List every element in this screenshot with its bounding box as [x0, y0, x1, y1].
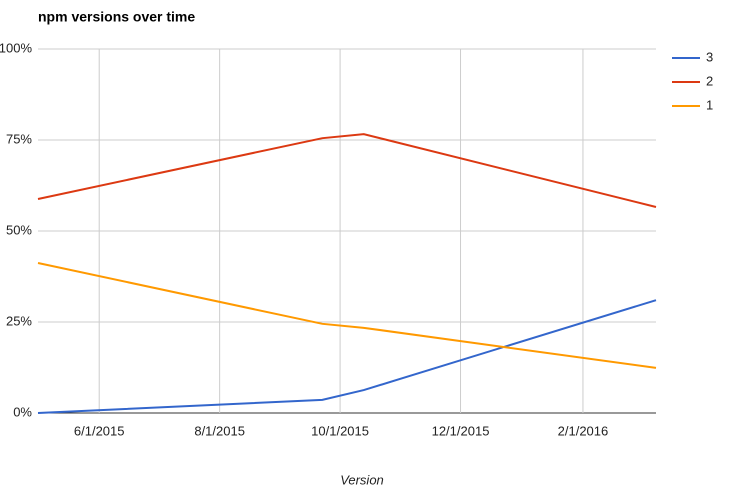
series-line — [37, 262, 657, 369]
x-tick-label: 2/1/2016 — [558, 423, 609, 438]
series-line — [37, 299, 657, 414]
legend-label: 1 — [706, 97, 713, 112]
y-tick-label: 25% — [6, 313, 32, 328]
y-tick-label: 0% — [13, 404, 32, 419]
legend-label: 3 — [706, 49, 713, 64]
x-tick-label: 10/1/2015 — [311, 423, 369, 438]
x-axis-title: Version — [340, 472, 384, 487]
legend-label: 2 — [706, 73, 713, 88]
chart-title: npm versions over time — [38, 9, 195, 25]
x-tick-label: 12/1/2015 — [432, 423, 490, 438]
y-tick-label: 50% — [6, 222, 32, 237]
x-tick-label: 8/1/2015 — [194, 423, 245, 438]
series-line — [37, 133, 657, 208]
y-tick-label: 100% — [0, 40, 32, 55]
y-tick-label: 75% — [6, 131, 32, 146]
x-tick-label: 6/1/2015 — [74, 423, 125, 438]
